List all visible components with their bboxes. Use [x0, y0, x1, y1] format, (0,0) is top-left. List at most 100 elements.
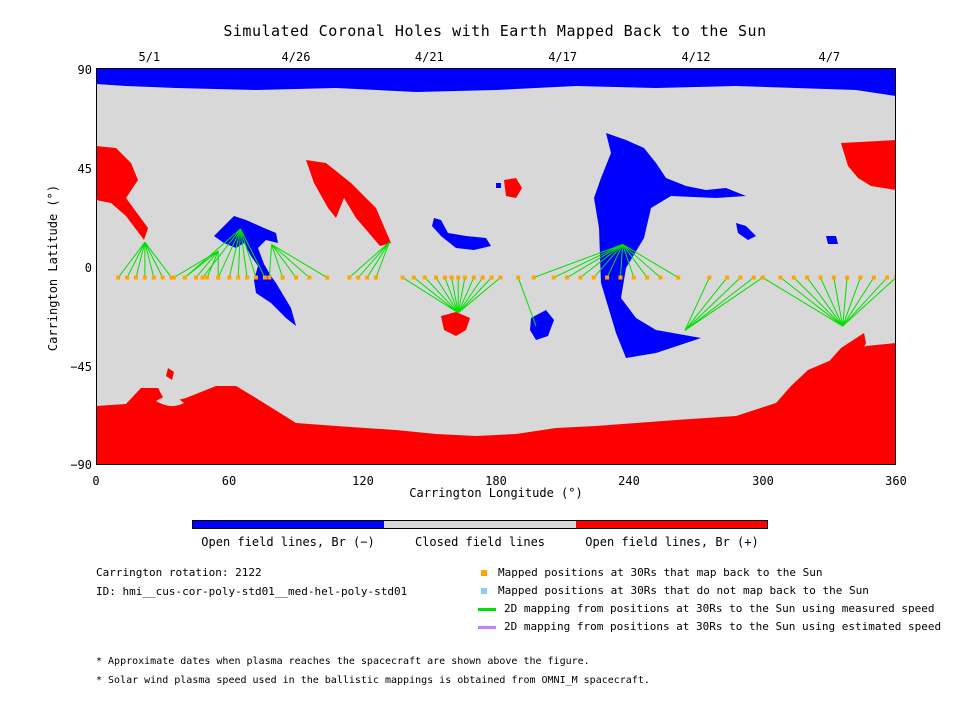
mapped-position-point	[116, 275, 121, 280]
mapping-line	[762, 277, 843, 327]
mapping-line	[444, 277, 459, 313]
coronal-hole-map	[96, 68, 896, 465]
mapping-line	[357, 241, 390, 278]
mapping-line	[684, 277, 710, 331]
positive-coronal-hole	[166, 368, 174, 380]
mapping-line	[237, 228, 241, 278]
mapped-position-point	[531, 275, 536, 280]
mapped-position-point	[182, 275, 187, 280]
mapped-position-point	[434, 275, 438, 280]
mapped-position-point	[262, 275, 267, 280]
footnote: * Solar wind plasma speed used in the ba…	[96, 675, 650, 686]
legend-not-mapped: Mapped positions at 30Rs that do not map…	[478, 584, 869, 598]
mapped-position-point	[471, 275, 476, 280]
mapped-position-point	[125, 275, 130, 280]
mapping-line	[135, 242, 146, 278]
negative-coronal-hole	[736, 223, 756, 240]
plot-frame	[96, 68, 896, 465]
positive-coronal-hole	[504, 178, 522, 198]
mapping-line	[684, 277, 741, 331]
mapped-position-point	[294, 275, 298, 280]
legend-mapped-back: Mapped positions at 30Rs that map back t…	[478, 566, 823, 580]
mapping-lines	[117, 228, 896, 331]
mapped-position-point	[411, 275, 416, 280]
x-tick-label: 300	[752, 474, 774, 488]
mapped-position-point	[885, 275, 890, 280]
mapping-line	[271, 244, 297, 278]
north-polar-coronal-hole	[96, 68, 896, 96]
mapping-line	[366, 241, 390, 278]
mapping-line	[622, 244, 635, 278]
legend-square-icon	[481, 570, 487, 576]
mapped-position-point	[605, 275, 610, 280]
x-tick-label: 180	[485, 474, 507, 488]
colorbar-negative-label: Open field lines, Br (−)	[201, 535, 375, 549]
colorbar-closed-label: Closed field lines	[414, 535, 546, 549]
mapped-position-point	[245, 275, 250, 280]
polar-gap	[156, 396, 184, 407]
mapped-position-point	[254, 275, 258, 280]
mapping-line	[457, 277, 475, 314]
mapped-position-point	[658, 275, 663, 280]
legend-label: Mapped positions at 30Rs that do not map…	[498, 584, 869, 597]
mapped-position-point	[442, 275, 447, 280]
mapping-line	[424, 277, 459, 314]
x-axis-label: Carrington Longitude (°)	[409, 486, 583, 500]
mapping-line	[580, 244, 623, 278]
mapping-line	[833, 277, 844, 327]
mapped-position-point	[236, 275, 241, 280]
mapping-line	[451, 277, 459, 313]
negative-coronal-hole	[496, 183, 501, 188]
mapped-position-point	[205, 275, 210, 280]
south-polar-coronal-hole	[96, 343, 896, 465]
mapped-position-point	[267, 275, 272, 280]
mapped-position-point	[160, 275, 165, 280]
model-id: ID: hmi__cus-cor-poly-std01__med-hel-pol…	[96, 585, 408, 598]
mapped-position-point	[307, 275, 312, 280]
mapped-position-point	[227, 275, 232, 280]
mapped-position-point	[778, 275, 783, 280]
mapped-position-point	[489, 275, 494, 280]
mapping-line	[144, 242, 164, 278]
mapped-position-point	[516, 275, 521, 280]
mapping-line	[606, 244, 624, 278]
mapped-position-point	[194, 275, 198, 280]
mapping-line	[349, 241, 390, 278]
footnote: * Approximate dates when plasma reaches …	[96, 656, 590, 667]
mapping-line	[819, 277, 844, 327]
legend-measured-speed: 2D mapping from positions at 30Rs to the…	[478, 602, 934, 616]
mapped-position-point	[760, 275, 765, 280]
date-label: 4/7	[818, 50, 841, 64]
mapping-line	[793, 277, 844, 327]
mapping-line	[202, 228, 241, 278]
mapped-position-point	[449, 275, 454, 280]
negative-coronal-hole	[432, 218, 491, 250]
mapped-position-point	[565, 275, 570, 280]
mapping-line	[144, 241, 172, 278]
mapping-line	[217, 228, 241, 278]
mapping-points	[116, 275, 896, 280]
y-axis-label: Carrington Latitude (°)	[46, 184, 60, 352]
legend-line-icon	[478, 625, 496, 629]
x-tick-label: 360	[885, 474, 907, 488]
mapping-line	[144, 242, 155, 278]
y-tick-label: 90	[77, 63, 92, 77]
mapping-line	[457, 277, 466, 313]
y-tick-label: 45	[77, 162, 92, 176]
mapping-line	[622, 244, 679, 278]
mapping-line	[195, 250, 219, 278]
legend-estimated-speed: 2D mapping from positions at 30Rs to the…	[478, 620, 941, 634]
mapping-line	[533, 243, 623, 278]
mapped-position-point	[591, 275, 596, 280]
mapped-position-point	[818, 275, 823, 280]
mapped-position-point	[171, 275, 176, 280]
mapped-position-point	[169, 275, 174, 280]
mapping-line	[413, 277, 459, 314]
date-label: 4/17	[548, 50, 578, 64]
mapped-position-point	[738, 275, 743, 280]
mapped-position-point	[845, 275, 850, 280]
date-label: 5/1	[138, 50, 161, 64]
mapped-position-point	[707, 275, 712, 280]
mapping-line	[271, 244, 328, 278]
mapped-position-point	[498, 275, 503, 280]
